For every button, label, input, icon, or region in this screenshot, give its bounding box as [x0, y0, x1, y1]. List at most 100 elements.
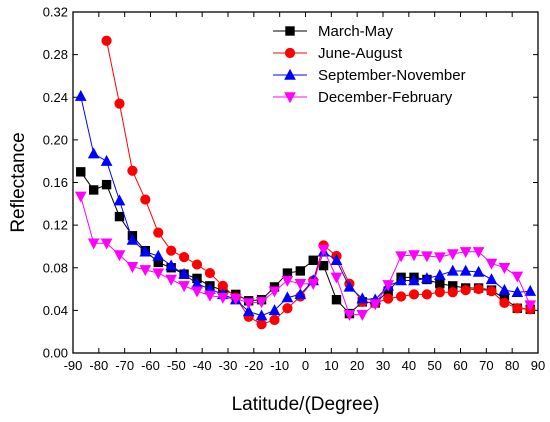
data-point-june-august	[101, 35, 112, 46]
data-point-december-february	[459, 247, 472, 259]
data-point-september-november	[330, 254, 343, 265]
legend-label: September-November	[318, 67, 466, 84]
data-point-september-november	[74, 89, 87, 101]
data-point-december-february	[178, 281, 190, 293]
data-point-march-may	[88, 185, 99, 195]
data-point-june-august	[114, 98, 125, 109]
data-point-june-august	[421, 289, 433, 300]
x-tick-label: 0	[302, 358, 309, 373]
data-point-september-november	[395, 274, 407, 286]
data-point-september-november	[268, 304, 281, 316]
data-point-june-august	[166, 245, 177, 256]
data-point-june-august	[383, 293, 394, 304]
data-point-june-august	[473, 283, 484, 295]
data-point-march-may	[114, 211, 125, 222]
data-point-march-may	[318, 260, 329, 271]
legend-marker	[285, 26, 295, 36]
data-point-december-february	[485, 258, 498, 270]
x-tick-label: 10	[324, 358, 338, 373]
legend-label: March-May	[318, 23, 394, 40]
data-point-december-february	[165, 274, 177, 286]
x-tick-label: 70	[479, 358, 493, 373]
data-point-december-february	[434, 252, 446, 264]
data-point-june-august	[434, 287, 445, 298]
x-tick-label: 20	[350, 358, 364, 373]
data-point-september-november	[126, 233, 139, 245]
data-point-september-november	[255, 309, 268, 321]
plot-area	[72, 11, 539, 354]
series-layer	[74, 35, 537, 330]
data-point-september-november	[356, 292, 369, 304]
data-point-december-february	[204, 290, 216, 302]
legend-item-september-november: September-November	[273, 67, 466, 84]
data-point-december-february	[255, 297, 268, 309]
data-point-december-february	[281, 275, 294, 287]
legend-item-june-august: June-August	[273, 45, 403, 62]
y-tick-label: 0.04	[43, 303, 68, 318]
data-point-march-may	[76, 167, 86, 177]
axes: -90 -80 -70 -60 -50 -40 -30 -20 -10 0 10 20 30 40 50 60…	[43, 5, 546, 374]
data-point-december-february	[317, 244, 330, 256]
data-point-december-february	[395, 251, 407, 263]
data-point-december-february	[511, 271, 524, 283]
x-tick-label: -70	[115, 358, 134, 373]
data-point-september-november	[421, 272, 433, 284]
data-point-september-november	[498, 283, 511, 295]
data-point-december-february	[152, 268, 165, 280]
data-point-december-february	[242, 298, 255, 310]
data-point-june-august	[140, 194, 151, 205]
data-point-september-november	[294, 288, 307, 300]
y-tick-label: 0.00	[43, 346, 68, 361]
x-tick-label: -50	[167, 358, 186, 373]
legend-marker	[284, 47, 296, 59]
data-point-september-november	[408, 274, 420, 286]
data-point-march-may	[101, 179, 112, 190]
legend-marker	[284, 68, 296, 80]
y-tick-label: 0.16	[43, 175, 68, 190]
data-point-june-august	[447, 287, 458, 298]
data-point-december-february	[421, 251, 433, 263]
data-point-september-november	[152, 249, 165, 261]
x-tick-label: -30	[219, 358, 238, 373]
data-point-june-august	[486, 286, 497, 297]
legend-item-december-february: December-February	[273, 89, 453, 106]
data-point-september-november	[100, 154, 113, 166]
data-point-june-august	[499, 297, 510, 309]
data-point-december-february	[330, 272, 343, 284]
x-tick-label: 50	[427, 358, 441, 373]
data-point-june-august	[204, 267, 216, 279]
x-tick-label: 90	[531, 358, 545, 373]
x-tick-label: 80	[505, 358, 519, 373]
data-point-december-february	[74, 191, 87, 203]
data-point-september-november	[485, 273, 498, 285]
x-axis-title: Latitude/(Degree)	[232, 394, 380, 415]
x-tick-label: -20	[244, 358, 263, 373]
data-point-december-february	[408, 250, 420, 262]
data-point-december-february	[191, 286, 203, 298]
data-point-september-november	[472, 265, 485, 277]
x-tick-label: 30	[376, 358, 390, 373]
data-point-june-august	[282, 303, 293, 314]
y-tick-label: 0.28	[43, 47, 68, 62]
data-point-june-august	[408, 289, 420, 300]
data-point-september-november	[139, 245, 152, 257]
data-point-march-may	[308, 255, 318, 265]
series-june-august	[101, 35, 536, 330]
data-point-december-february	[498, 263, 511, 275]
data-point-june-august	[191, 259, 203, 270]
y-tick-label: 0.32	[43, 5, 68, 20]
data-point-december-february	[294, 279, 307, 290]
y-tick-label: 0.24	[43, 90, 68, 105]
data-point-september-november	[446, 264, 459, 276]
data-point-september-november	[343, 280, 356, 292]
data-point-june-august	[269, 314, 280, 326]
data-point-december-february	[217, 292, 229, 304]
data-point-june-august	[178, 251, 190, 263]
data-point-december-february	[343, 309, 356, 321]
data-point-june-august	[395, 291, 407, 302]
data-point-june-august	[460, 285, 471, 296]
data-point-december-february	[229, 293, 242, 305]
y-tick-label: 0.08	[43, 260, 68, 275]
x-tick-label: -60	[141, 358, 160, 373]
x-tick-label: -80	[89, 358, 108, 373]
